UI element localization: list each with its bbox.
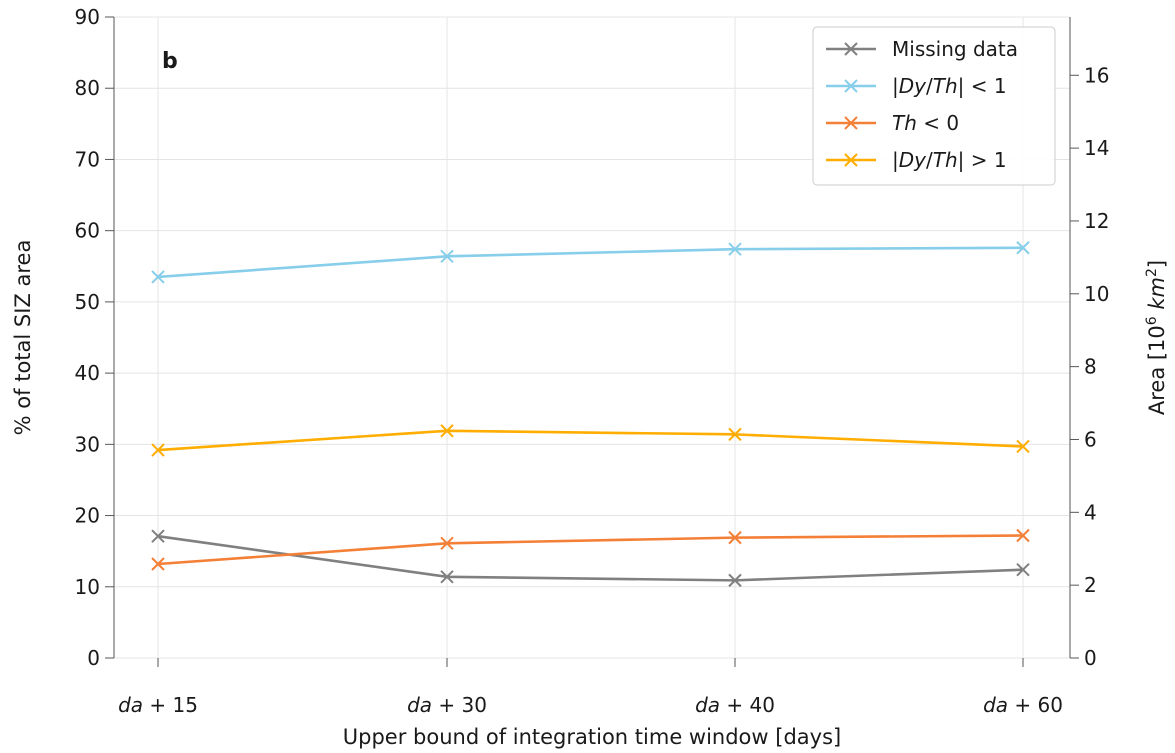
data-point [440, 570, 454, 584]
data-point [151, 557, 165, 571]
y-tick-label: 10 [75, 575, 100, 599]
data-point [151, 443, 165, 457]
y-tick-label: 80 [75, 76, 100, 100]
y-tick-label: 30 [75, 432, 100, 456]
x-tick-label: da + 30 [407, 693, 487, 717]
legend-swatch-marker [844, 42, 858, 56]
y-tick-label: 0 [87, 646, 100, 670]
legend: Missing data |Dy/Th| < 1 Th < 0 |Dy/Th| > 1 [812, 26, 1056, 186]
marker-stroke [728, 242, 742, 256]
marker-stroke [151, 443, 165, 457]
y-right-tick-label: 6 [1084, 427, 1097, 451]
y-tick-label: 90 [75, 5, 100, 29]
x-axis-title: Upper bound of integration time window [… [343, 725, 841, 749]
series-line [157, 246, 1024, 279]
legend-item: Th < 0 [826, 111, 959, 135]
series-2 [151, 528, 1030, 571]
y-tick-label: 20 [75, 504, 100, 528]
legend-label: Th < 0 [892, 111, 959, 135]
y-right-tick-label: 12 [1084, 209, 1109, 233]
data-point [440, 424, 454, 438]
data-point [151, 270, 165, 284]
marker-stroke [151, 270, 165, 284]
legend-label: Missing data [892, 37, 1018, 61]
data-point [728, 427, 742, 442]
y-tick-label: 40 [75, 361, 100, 385]
marker-stroke [844, 153, 858, 167]
marker-stroke [440, 249, 454, 264]
marker-stroke [151, 529, 165, 543]
legend-label: |Dy/Th| > 1 [892, 148, 1007, 172]
marker-stroke [440, 570, 454, 584]
legend-item: Missing data [826, 37, 1018, 61]
series-line [157, 534, 1024, 566]
series-3 [151, 424, 1030, 457]
legend-item: |Dy/Th| < 1 [826, 74, 1007, 98]
y-tick-label: 60 [75, 219, 100, 243]
legend-swatch-marker [844, 116, 858, 130]
data-point [1016, 528, 1030, 543]
y-right-tick-label: 10 [1084, 282, 1109, 306]
y-right-tick-label: 14 [1084, 136, 1109, 160]
data-point [151, 529, 165, 543]
data-point [1016, 439, 1030, 454]
legend-item: |Dy/Th| > 1 [826, 148, 1007, 172]
y-tick-label: 50 [75, 290, 100, 314]
series-line [157, 429, 1024, 452]
y-right-tick-label: 4 [1084, 500, 1097, 524]
data-point [1016, 562, 1030, 577]
axes: 0 10 20 30 40 50 60 70 80 90 0 2 4 6 8 10 12 14 16 da + 15 d… [11, 5, 1169, 749]
marker-stroke [151, 557, 165, 571]
marker-stroke [440, 536, 454, 551]
data-point [728, 573, 742, 588]
x-tick-label: da + 15 [118, 693, 198, 717]
series-line [157, 534, 1024, 582]
x-tick-label: da + 60 [983, 693, 1063, 717]
y-right-axis-title: Area [106 km2] [1144, 260, 1169, 415]
legend-box [812, 26, 1056, 186]
marker-stroke [728, 573, 742, 588]
grid-lines [114, 16, 1070, 659]
legend-swatch-marker [844, 153, 858, 167]
marker-stroke [728, 427, 742, 442]
series-group [151, 241, 1030, 588]
data-point [440, 249, 454, 264]
data-point [1016, 241, 1030, 255]
data-point [728, 530, 742, 545]
y-right-tick-label: 0 [1084, 646, 1097, 670]
marker-stroke [844, 116, 858, 130]
y-tick-label: 70 [75, 147, 100, 171]
legend-label: |Dy/Th| < 1 [892, 74, 1007, 98]
x-tick-label: da + 40 [695, 693, 775, 717]
marker-stroke [844, 79, 858, 93]
marker-stroke [844, 42, 858, 56]
data-point [728, 242, 742, 256]
y-axis-title: % of total SIZ area [11, 240, 35, 436]
panel-label: b [162, 49, 178, 74]
y-right-tick-label: 16 [1084, 63, 1109, 87]
marker-stroke [1016, 562, 1030, 577]
data-point [440, 536, 454, 551]
series-1 [151, 241, 1030, 284]
series-0 [151, 529, 1030, 588]
y-right-tick-label: 2 [1084, 573, 1097, 597]
legend-swatch-marker [844, 79, 858, 93]
marker-stroke [1016, 439, 1030, 454]
marker-stroke [728, 530, 742, 545]
marker-stroke [440, 424, 454, 438]
marker-stroke [1016, 241, 1030, 255]
y-right-tick-label: 8 [1084, 355, 1097, 379]
marker-stroke [1016, 528, 1030, 543]
